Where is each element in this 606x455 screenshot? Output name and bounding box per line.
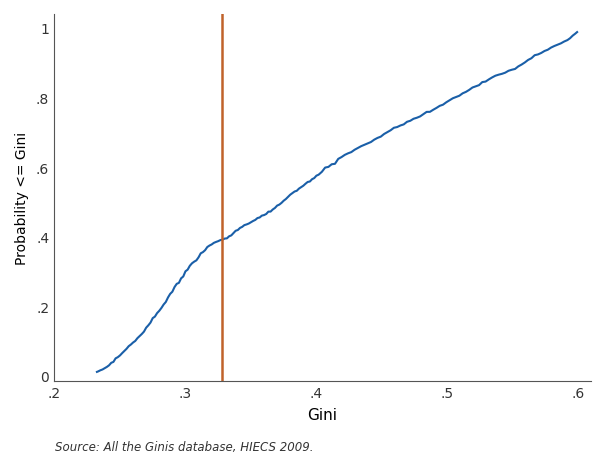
X-axis label: Gini: Gini: [307, 407, 338, 422]
Text: Source: All the Ginis database, HIECS 2009.: Source: All the Ginis database, HIECS 20…: [55, 440, 313, 453]
Y-axis label: Probability <= Gini: Probability <= Gini: [15, 131, 29, 264]
